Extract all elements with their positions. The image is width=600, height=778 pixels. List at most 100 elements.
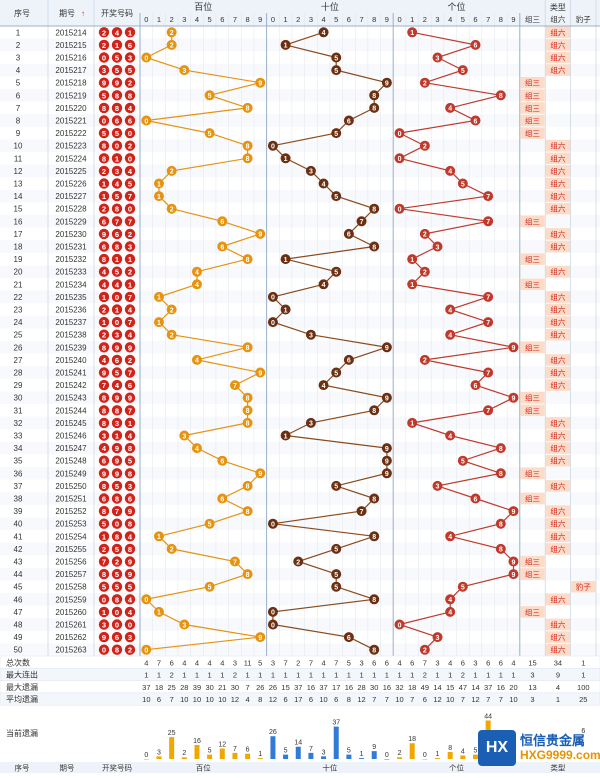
footer-numbers: 开奖号码 (102, 763, 132, 773)
row-type: 组三 (525, 279, 540, 289)
draw-ball (98, 354, 110, 366)
row-period: 2015232 (55, 255, 87, 264)
omission-value: 1 (436, 751, 440, 758)
row-type: 组六 (550, 632, 565, 642)
trend-ball-number: 1 (157, 534, 161, 541)
draw-ball-number: 4 (102, 280, 107, 289)
table-row: 48 2015261 3 0 0 组六 (14, 618, 571, 631)
type-cell (545, 303, 571, 316)
draw-ball (98, 405, 110, 416)
trend-ball-number: 5 (334, 131, 338, 138)
row-seq: 39 (14, 507, 23, 516)
trend-ball-number: 0 (271, 320, 275, 327)
trend-ball (470, 39, 481, 50)
row-period: 2015235 (55, 293, 87, 302)
header-digit: 7 (233, 15, 237, 24)
stat-value: 8 (258, 695, 262, 704)
draw-ball-number: 0 (115, 318, 119, 327)
draw-ball-number: 2 (128, 79, 132, 88)
stat-value: 1 (385, 671, 389, 680)
stat-value: 14 (471, 683, 479, 692)
stat-value: 1 (435, 671, 439, 680)
stat-value: 12 (231, 695, 239, 704)
trend-ball (242, 506, 253, 517)
trend-ball (166, 543, 177, 554)
stat-value: 4 (448, 658, 452, 667)
trend-ball-number: 6 (347, 232, 351, 239)
trend-ball (508, 342, 519, 353)
row-period: 2015219 (55, 91, 87, 100)
omission-value: 2 (182, 750, 186, 757)
type-cell (545, 417, 571, 429)
row-period: 2015220 (55, 104, 87, 113)
trend-ball (318, 27, 329, 38)
trend-ball (331, 581, 342, 592)
row-bg (0, 89, 600, 102)
type-cell (545, 543, 571, 555)
row-bg (0, 593, 600, 606)
draw-ball (98, 619, 110, 630)
trend-ball (280, 430, 291, 441)
draw-ball-number: 4 (115, 280, 120, 289)
draw-ball-number: 0 (128, 129, 132, 138)
trend-ball (369, 90, 380, 101)
draw-ball-number: 5 (115, 369, 119, 378)
header-digit: 6 (347, 15, 351, 24)
row-bg (0, 38, 600, 52)
table-row: 35 2015248 6 9 5 组六 (14, 454, 571, 467)
draw-ball-number: 7 (128, 293, 132, 302)
trend-ball-number: 1 (284, 43, 288, 50)
table-row: 50 2015263 0 8 2 组六 (14, 643, 571, 656)
draw-ball-number: 8 (128, 469, 132, 478)
header-period-arrow: ↑ (81, 9, 85, 18)
type-cell (545, 152, 571, 165)
trend-ball (369, 644, 380, 655)
omission-bar (295, 746, 301, 759)
draw-ball (111, 455, 123, 466)
table-row: 28 2015241 9 5 7 组六 (14, 366, 571, 379)
table-row: 8 2015221 0 6 6 组三 (16, 114, 545, 127)
trend-ball (445, 531, 456, 542)
stat-value: 7 (157, 658, 161, 667)
stat-value: 4 (208, 658, 212, 667)
trend-ball (445, 304, 456, 315)
draw-ball (111, 379, 123, 391)
stat-value: 18 (408, 683, 416, 692)
draw-ball-number: 1 (102, 192, 106, 201)
footer-bg (0, 762, 600, 773)
trend-ball (267, 291, 278, 302)
row-period: 2015258 (55, 583, 87, 592)
trend-ball (280, 304, 291, 315)
trend-ball-number: 6 (474, 43, 478, 50)
table-row: 47 2015260 1 0 4 组三 (14, 606, 545, 618)
draw-ball-number: 4 (128, 532, 133, 541)
row-seq: 37 (14, 482, 23, 491)
draw-ball-number: 3 (115, 331, 119, 340)
draw-ball (124, 115, 136, 126)
trend-ball (445, 165, 456, 176)
draw-ball (124, 367, 136, 378)
trend-ball-number: 2 (423, 144, 427, 151)
row-seq: 33 (14, 432, 23, 441)
table-row: 38 2015251 6 8 6 组三 (14, 492, 545, 505)
draw-ball (111, 279, 123, 290)
row-period: 2015216 (55, 54, 87, 63)
draw-ball (124, 253, 136, 265)
omission-value: 16 (193, 738, 201, 745)
row-period: 2015218 (55, 79, 87, 88)
stat-value: 25 (167, 683, 175, 692)
draw-ball (111, 52, 123, 63)
trend-ball-number: 0 (271, 144, 275, 151)
trend-ball (445, 329, 456, 340)
row-bg (0, 290, 600, 304)
draw-ball (111, 543, 123, 555)
draw-ball-number: 9 (115, 469, 119, 478)
stat-value: 1 (284, 671, 288, 680)
trend-ball-number: 8 (372, 496, 376, 503)
trend-ball-number: 8 (246, 572, 250, 579)
trend-ball (267, 518, 278, 529)
table-row: 34 2015247 4 9 8 组六 (14, 442, 571, 454)
row-period: 2015230 (55, 230, 87, 239)
omission-value: 3 (157, 749, 161, 756)
